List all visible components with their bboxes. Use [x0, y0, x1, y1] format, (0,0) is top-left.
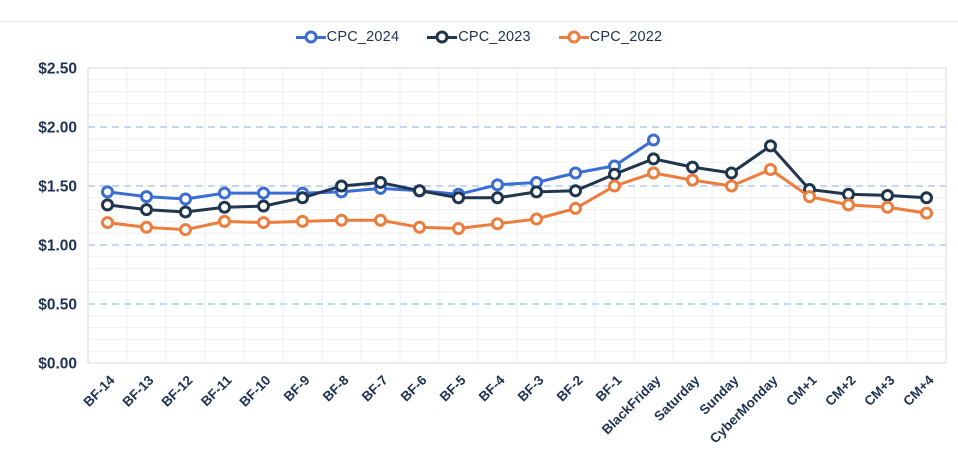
data-point-marker-cpc_2022: [101, 216, 114, 230]
legend-line-marker-icon: [427, 30, 458, 45]
x-axis-tick-label: BF-9: [281, 373, 313, 405]
x-axis-tick-label: BF-7: [359, 373, 391, 405]
data-point-marker-cpc_2022: [842, 198, 855, 212]
data-point-marker-cpc_2022: [413, 220, 426, 234]
chart-legend: CPC_2024 CPC_2023 CPC_2022: [0, 29, 958, 45]
data-point-marker-cpc_2023: [608, 167, 621, 181]
plot-border: [87, 67, 947, 364]
data-point-marker-cpc_2023: [374, 175, 387, 189]
data-point-marker-cpc_2022: [569, 201, 582, 215]
y-axis-tick-label: $0.00: [38, 356, 77, 373]
data-point-marker-cpc_2022: [491, 217, 504, 231]
x-axis-tick-label: BF-5: [437, 372, 469, 404]
data-point-marker-cpc_2023: [452, 191, 465, 205]
data-point-marker-cpc_2023: [881, 188, 894, 202]
x-axis-tick-label: CM+1: [783, 372, 820, 409]
data-point-marker-cpc_2022: [608, 179, 621, 193]
data-point-marker-cpc_2024: [179, 192, 192, 206]
x-axis-tick-label: BF-11: [198, 372, 235, 409]
data-point-marker-cpc_2022: [803, 190, 816, 204]
data-point-marker-cpc_2022: [335, 213, 348, 227]
top-divider: [0, 21, 958, 22]
data-point-marker-cpc_2023: [686, 160, 699, 174]
data-point-marker-cpc_2023: [296, 191, 309, 205]
data-point-marker-cpc_2022: [218, 214, 231, 228]
x-axis-tick-label: BF-1: [593, 372, 625, 404]
data-point-marker-cpc_2022: [257, 216, 270, 230]
data-point-marker-cpc_2022: [179, 223, 192, 237]
data-point-marker-cpc_2023: [335, 179, 348, 193]
x-axis-tick-label: BF-8: [320, 372, 352, 404]
legend-label: CPC_2022: [589, 29, 663, 45]
x-axis-tick-label: CyberMonday: [707, 372, 781, 446]
data-point-marker-cpc_2023: [101, 198, 114, 212]
x-axis-tick-label: BF-13: [119, 372, 156, 409]
legend-line-marker-icon: [558, 30, 589, 45]
legend-line-marker-icon: [295, 30, 326, 45]
x-axis-tick-label: CM+3: [861, 372, 898, 409]
y-axis-tick-label: $1.50: [38, 179, 77, 196]
data-point-marker-cpc_2024: [140, 190, 153, 204]
x-axis-tick-label: BF-2: [554, 373, 586, 405]
x-axis-tick-label: BF-14: [80, 372, 117, 409]
series-line-cpc_2023: [106, 144, 928, 214]
data-point-marker-cpc_2023: [725, 166, 738, 180]
data-point-marker-cpc_2022: [686, 173, 699, 187]
data-point-marker-cpc_2024: [491, 178, 504, 192]
data-point-marker-cpc_2023: [647, 152, 660, 166]
x-axis-tick-label: BF-12: [158, 373, 195, 410]
series-line-cpc_2022: [106, 168, 928, 232]
x-axis-tick-label: BF-10: [236, 373, 273, 410]
legend-item-cpc-2023: CPC_2023: [427, 29, 531, 45]
data-point-marker-cpc_2024: [101, 185, 114, 199]
x-axis-tick-label: CM+2: [822, 373, 858, 409]
data-point-marker-cpc_2024: [218, 186, 231, 200]
y-axis-tick-label: $2.00: [38, 120, 77, 137]
x-axis-tick-label: CM+4: [900, 372, 937, 409]
data-point-marker-cpc_2022: [881, 200, 894, 214]
data-point-marker-cpc_2022: [647, 166, 660, 180]
data-point-marker-cpc_2023: [179, 205, 192, 219]
data-point-marker-cpc_2023: [257, 199, 270, 213]
y-axis-tick-label: $2.50: [38, 61, 77, 78]
data-point-marker-cpc_2023: [491, 191, 504, 205]
data-point-marker-cpc_2022: [530, 212, 543, 226]
data-point-marker-cpc_2022: [764, 162, 777, 176]
x-axis-tick-label: BF-6: [398, 372, 430, 404]
data-point-marker-cpc_2022: [374, 213, 387, 227]
legend-item-cpc-2022: CPC_2022: [558, 29, 663, 45]
data-point-marker-cpc_2023: [140, 203, 153, 217]
y-axis-tick-label: $1.00: [38, 238, 77, 255]
data-point-marker-cpc_2024: [647, 133, 660, 147]
data-point-marker-cpc_2022: [296, 214, 309, 228]
y-axis-tick-label: $0.50: [38, 297, 77, 314]
data-point-marker-cpc_2023: [530, 185, 543, 199]
legend-label: CPC_2023: [458, 29, 531, 45]
x-axis-tick-label: BF-3: [515, 372, 547, 404]
data-point-marker-cpc_2023: [764, 139, 777, 153]
data-point-marker-cpc_2022: [452, 221, 465, 235]
data-point-marker-cpc_2024: [257, 186, 270, 200]
data-point-marker-cpc_2023: [920, 191, 933, 205]
data-point-marker-cpc_2023: [569, 184, 582, 198]
data-point-marker-cpc_2022: [920, 206, 933, 220]
data-point-marker-cpc_2022: [725, 179, 738, 193]
data-point-marker-cpc_2022: [140, 220, 153, 234]
data-point-marker-cpc_2024: [569, 166, 582, 180]
legend-item-cpc-2024: CPC_2024: [295, 29, 400, 45]
legend-label: CPC_2024: [326, 29, 400, 45]
data-point-marker-cpc_2023: [218, 200, 231, 214]
data-point-marker-cpc_2023: [842, 187, 855, 201]
data-point-marker-cpc_2023: [413, 184, 426, 198]
x-axis-tick-label: BF-4: [476, 372, 508, 404]
